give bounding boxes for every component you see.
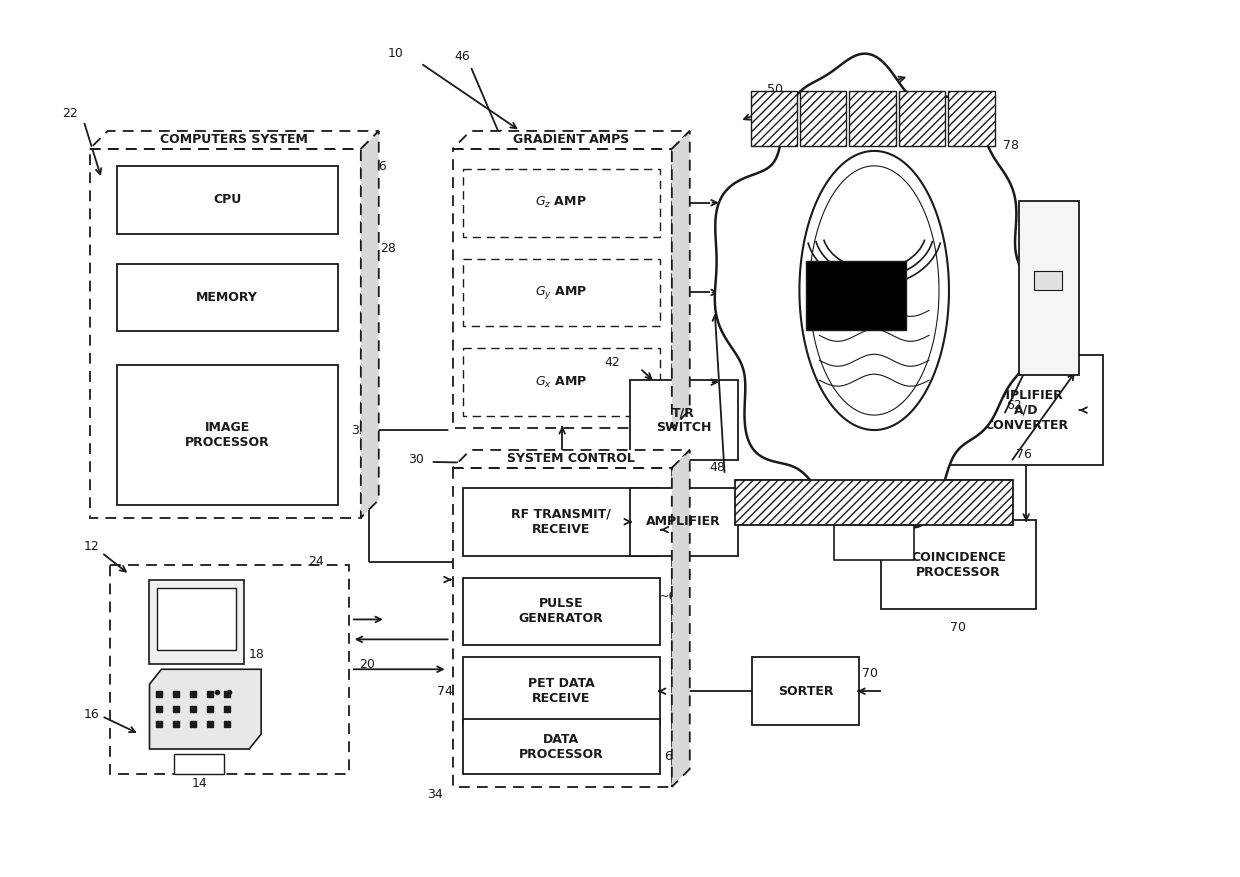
Polygon shape	[150, 669, 262, 749]
Text: 66: 66	[867, 67, 882, 80]
FancyBboxPatch shape	[157, 588, 236, 651]
FancyBboxPatch shape	[463, 169, 660, 237]
Text: 48: 48	[709, 461, 725, 474]
FancyBboxPatch shape	[751, 657, 859, 725]
Text: 60: 60	[670, 615, 686, 628]
Text: 18: 18	[248, 648, 264, 660]
Text: 12: 12	[84, 540, 99, 553]
Text: 46: 46	[455, 50, 470, 63]
FancyBboxPatch shape	[463, 348, 660, 416]
Text: $G_z$ AMP: $G_z$ AMP	[536, 196, 587, 210]
Text: SORTER: SORTER	[777, 685, 833, 698]
Text: PULSE
GENERATOR: PULSE GENERATOR	[518, 597, 604, 625]
Text: 54: 54	[889, 91, 905, 104]
Text: AMPLIFIER: AMPLIFIER	[646, 515, 722, 528]
Text: 20: 20	[358, 658, 374, 671]
Polygon shape	[714, 53, 1044, 527]
FancyBboxPatch shape	[1019, 201, 1079, 375]
Text: 30: 30	[408, 453, 424, 467]
FancyBboxPatch shape	[109, 565, 348, 774]
Polygon shape	[672, 450, 689, 787]
FancyBboxPatch shape	[463, 578, 660, 645]
Text: 74: 74	[436, 685, 453, 698]
Text: 10: 10	[388, 46, 404, 60]
Text: COMPUTERS SYSTEM: COMPUTERS SYSTEM	[160, 133, 309, 146]
Polygon shape	[89, 131, 378, 149]
FancyBboxPatch shape	[463, 657, 660, 725]
Text: 42: 42	[604, 356, 620, 368]
FancyBboxPatch shape	[175, 754, 224, 774]
FancyBboxPatch shape	[117, 264, 337, 332]
FancyBboxPatch shape	[735, 480, 1013, 524]
Text: SYSTEM CONTROL: SYSTEM CONTROL	[507, 453, 635, 466]
FancyBboxPatch shape	[630, 488, 738, 556]
Polygon shape	[361, 131, 378, 517]
FancyBboxPatch shape	[750, 91, 797, 146]
FancyBboxPatch shape	[463, 488, 660, 556]
FancyBboxPatch shape	[899, 91, 945, 146]
Text: CPU: CPU	[213, 193, 242, 206]
FancyBboxPatch shape	[806, 260, 906, 331]
Text: 40: 40	[836, 67, 852, 80]
Text: $G_x$ AMP: $G_x$ AMP	[534, 374, 588, 389]
FancyBboxPatch shape	[630, 381, 738, 460]
Polygon shape	[800, 151, 949, 430]
Text: MEMORY: MEMORY	[196, 291, 258, 304]
FancyBboxPatch shape	[117, 166, 337, 233]
Polygon shape	[810, 166, 939, 415]
Text: 64: 64	[663, 750, 680, 763]
Text: 58: 58	[911, 91, 928, 104]
Text: RF TRANSMIT/
RECEIVE: RF TRANSMIT/ RECEIVE	[511, 508, 611, 536]
Text: 34: 34	[427, 788, 443, 802]
FancyBboxPatch shape	[89, 149, 361, 517]
Text: 50: 50	[766, 82, 782, 96]
Text: 52: 52	[831, 95, 847, 108]
FancyBboxPatch shape	[150, 580, 244, 664]
Polygon shape	[453, 450, 689, 468]
Text: ~60: ~60	[658, 590, 684, 603]
Text: 70: 70	[862, 667, 878, 680]
FancyBboxPatch shape	[463, 259, 660, 326]
Text: 16: 16	[84, 708, 99, 721]
Text: 78: 78	[1003, 139, 1019, 153]
Text: T/R
SWITCH: T/R SWITCH	[656, 406, 712, 434]
Text: 72: 72	[670, 670, 686, 683]
FancyBboxPatch shape	[949, 91, 994, 146]
Text: $G_y$ AMP: $G_y$ AMP	[534, 284, 588, 301]
FancyBboxPatch shape	[849, 91, 897, 146]
Text: GRADIENT AMPS: GRADIENT AMPS	[513, 133, 629, 146]
Text: AMPLIFIER
A/D
CONVERTER: AMPLIFIER A/D CONVERTER	[985, 389, 1069, 431]
FancyBboxPatch shape	[882, 520, 1035, 610]
Text: DATA
PROCESSOR: DATA PROCESSOR	[518, 732, 604, 760]
FancyBboxPatch shape	[453, 149, 672, 428]
Text: 14: 14	[191, 777, 207, 790]
FancyBboxPatch shape	[453, 468, 672, 787]
Text: 38: 38	[670, 515, 686, 528]
FancyBboxPatch shape	[463, 719, 660, 774]
FancyBboxPatch shape	[949, 355, 1104, 465]
Text: 68: 68	[1018, 329, 1034, 342]
Text: 24: 24	[308, 555, 324, 568]
Text: 44: 44	[676, 567, 692, 580]
Text: 70: 70	[950, 621, 966, 634]
Text: 22: 22	[62, 106, 78, 119]
FancyBboxPatch shape	[800, 91, 847, 146]
FancyBboxPatch shape	[117, 365, 337, 505]
Text: 32: 32	[351, 424, 367, 437]
Text: 28: 28	[379, 242, 396, 255]
FancyBboxPatch shape	[1034, 270, 1061, 290]
FancyBboxPatch shape	[835, 524, 914, 560]
Text: 26: 26	[371, 160, 387, 174]
Text: 56: 56	[931, 91, 947, 104]
Text: 76: 76	[1016, 448, 1032, 461]
Text: 62: 62	[1006, 399, 1022, 411]
Text: COINCIDENCE
PROCESSOR: COINCIDENCE PROCESSOR	[911, 551, 1006, 579]
Polygon shape	[453, 131, 689, 149]
Polygon shape	[672, 131, 689, 428]
Text: IMAGE
PROCESSOR: IMAGE PROCESSOR	[185, 421, 269, 449]
Text: PET DATA
RECEIVE: PET DATA RECEIVE	[528, 677, 594, 705]
